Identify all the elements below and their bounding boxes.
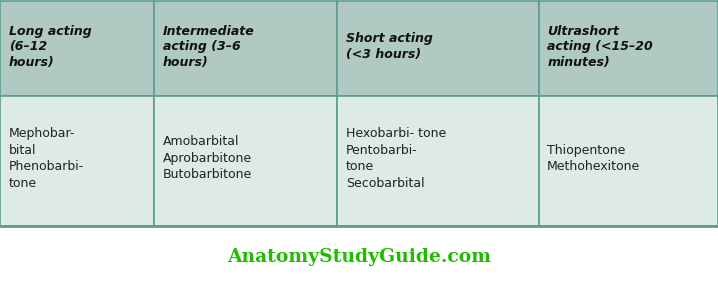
Bar (538, 1, 718, 96)
Text: Intermediate
acting (3–6
hours): Intermediate acting (3–6 hours) (163, 25, 255, 69)
Text: Amobarbital
Aprobarbitone
Butobarbitone: Amobarbital Aprobarbitone Butobarbitone (163, 135, 252, 181)
Bar (154, 96, 337, 226)
Text: Mephobar-
bital
Phenobarbi-
tone: Mephobar- bital Phenobarbi- tone (9, 127, 84, 190)
Bar (538, 96, 718, 226)
Bar (337, 96, 538, 226)
Bar (337, 1, 538, 96)
Bar (0, 1, 154, 96)
Text: AnatomyStudyGuide.com: AnatomyStudyGuide.com (227, 248, 491, 266)
Text: Thiopentone
Methohexitone: Thiopentone Methohexitone (547, 144, 640, 173)
Text: Hexobarbi- tone
Pentobarbi-
tone
Secobarbital: Hexobarbi- tone Pentobarbi- tone Secobar… (346, 127, 447, 190)
Bar (154, 1, 337, 96)
Text: Long acting
(6–12
hours): Long acting (6–12 hours) (9, 25, 91, 69)
Text: Ultrashort
acting (<15–20
minutes): Ultrashort acting (<15–20 minutes) (547, 25, 653, 69)
Bar (0, 96, 154, 226)
Text: Short acting
(<3 hours): Short acting (<3 hours) (346, 33, 433, 61)
